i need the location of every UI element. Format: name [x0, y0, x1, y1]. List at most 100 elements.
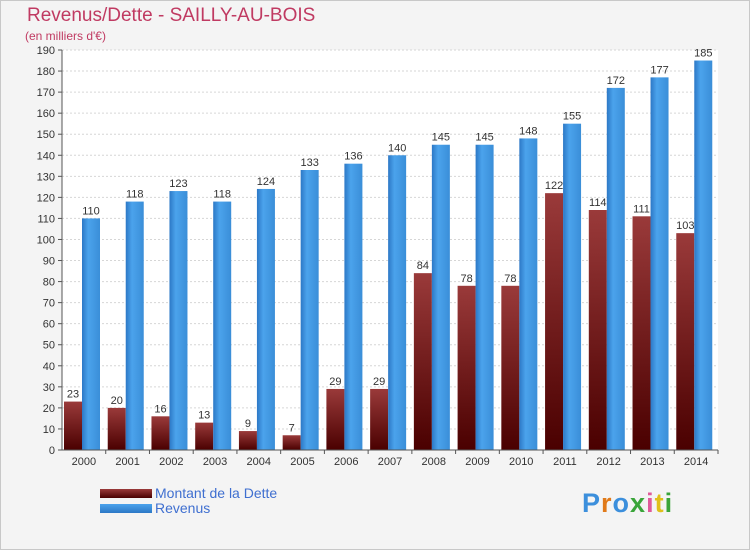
y-tick-label: 20: [43, 403, 55, 415]
x-tick-label: 2004: [247, 456, 271, 468]
bar-revenus-2007: [388, 155, 407, 450]
y-tick-label: 60: [43, 319, 55, 331]
x-tick-label: 2002: [159, 456, 183, 468]
bar-revenus-2011: [563, 123, 582, 451]
bar-revenus-2009: [475, 144, 494, 450]
chart-subtitle: (en milliers d'€): [25, 29, 106, 43]
data-label-dette: 114: [589, 197, 607, 209]
data-label-revenus: 118: [213, 189, 231, 201]
y-tick-label: 70: [43, 298, 55, 310]
data-label-revenus: 148: [519, 125, 537, 137]
bar-dette-2014: [676, 233, 695, 450]
data-label-dette: 9: [245, 418, 251, 430]
legend-swatch-dette: [100, 489, 152, 498]
data-label-revenus: 124: [257, 176, 275, 188]
y-tick-label: 140: [37, 150, 55, 162]
logo-letter: t: [654, 488, 665, 518]
bar-dette-2004: [238, 431, 257, 450]
y-tick-label: 30: [43, 382, 55, 394]
x-tick-label: 2005: [290, 456, 314, 468]
data-label-dette: 23: [67, 389, 79, 401]
y-tick-label: 150: [37, 129, 55, 141]
bar-dette-2008: [413, 273, 432, 450]
bar-dette-2012: [588, 210, 607, 450]
bar-revenus-2003: [213, 201, 232, 450]
y-tick-label: 50: [43, 340, 55, 352]
data-label-revenus: 145: [475, 132, 493, 144]
bar-revenus-2000: [82, 218, 100, 450]
bar-revenus-2002: [169, 191, 188, 451]
y-tick-label: 110: [37, 213, 55, 225]
x-tick-label: 2001: [115, 456, 139, 468]
data-label-revenus: 133: [300, 157, 318, 169]
y-tick-label: 10: [43, 424, 55, 436]
y-tick-label: 90: [43, 256, 55, 268]
data-label-revenus: 185: [694, 48, 712, 60]
bar-revenus-2014: [694, 60, 713, 451]
y-tick-label: 130: [37, 171, 55, 183]
data-label-revenus: 177: [650, 64, 668, 76]
y-tick-label: 120: [37, 192, 55, 204]
y-tick-label: 180: [37, 66, 55, 78]
logo-letter: i: [646, 488, 655, 518]
x-tick-label: 2012: [596, 456, 620, 468]
bar-dette-2002: [151, 416, 170, 450]
y-tick-label: 170: [37, 87, 55, 99]
x-tick-label: 2009: [465, 456, 489, 468]
data-label-revenus: 140: [388, 142, 406, 154]
y-tick-label: 100: [37, 234, 55, 246]
chart-title: Revenus/Dette - SAILLY-AU-BOIS: [27, 5, 316, 26]
bar-revenus-2010: [519, 138, 538, 450]
data-label-dette: 122: [545, 180, 563, 192]
bar-dette-2013: [632, 216, 651, 450]
bar-dette-2000: [64, 401, 82, 450]
data-label-dette: 78: [504, 273, 516, 285]
bar-revenus-2004: [256, 188, 275, 450]
logo-letter: o: [612, 488, 631, 518]
legend-label-revenus: Revenus: [155, 500, 211, 516]
y-tick-label: 40: [43, 361, 55, 373]
data-label-dette: 78: [460, 273, 472, 285]
bar-revenus-2013: [650, 77, 669, 451]
data-label-dette: 29: [373, 376, 385, 388]
proxiti-logo: Proxiti: [582, 488, 673, 519]
data-label-revenus: 118: [126, 189, 144, 201]
data-label-revenus: 172: [607, 75, 625, 87]
bar-revenus-2001: [125, 201, 144, 450]
data-label-dette: 20: [111, 395, 123, 407]
data-label-dette: 7: [289, 422, 295, 434]
bar-dette-2001: [107, 407, 126, 450]
data-label-dette: 29: [329, 376, 341, 388]
bar-dette-2010: [501, 285, 520, 450]
bar-dette-2007: [370, 388, 389, 450]
x-tick-label: 2014: [684, 456, 708, 468]
data-label-revenus: 136: [344, 151, 362, 163]
x-tick-label: 2010: [509, 456, 533, 468]
legend-label-dette: Montant de la Dette: [155, 485, 278, 501]
bar-dette-2009: [457, 285, 476, 450]
data-label-revenus: 123: [169, 178, 187, 190]
data-label-dette: 111: [633, 203, 650, 215]
bar-dette-2006: [326, 388, 345, 450]
y-tick-label: 80: [43, 277, 55, 289]
bar-revenus-2008: [431, 144, 450, 450]
logo-letter: x: [630, 488, 647, 518]
x-tick-label: 2000: [72, 456, 96, 468]
bar-revenus-2006: [344, 163, 363, 450]
data-label-revenus: 155: [563, 111, 581, 123]
logo-letter: i: [664, 488, 674, 518]
logo-letter: r: [601, 488, 613, 518]
bar-dette-2011: [545, 193, 564, 450]
data-label-dette: 16: [154, 403, 166, 415]
data-label-dette: 13: [198, 410, 210, 422]
data-label-revenus: 110: [82, 205, 100, 217]
bar-dette-2005: [282, 435, 301, 450]
x-tick-label: 2008: [421, 456, 445, 468]
logo-letter: P: [582, 488, 602, 518]
y-tick-label: 160: [37, 108, 55, 120]
data-label-dette: 103: [676, 220, 694, 232]
x-tick-label: 2013: [640, 456, 664, 468]
y-tick-label: 190: [37, 45, 55, 57]
data-label-revenus: 145: [432, 132, 450, 144]
